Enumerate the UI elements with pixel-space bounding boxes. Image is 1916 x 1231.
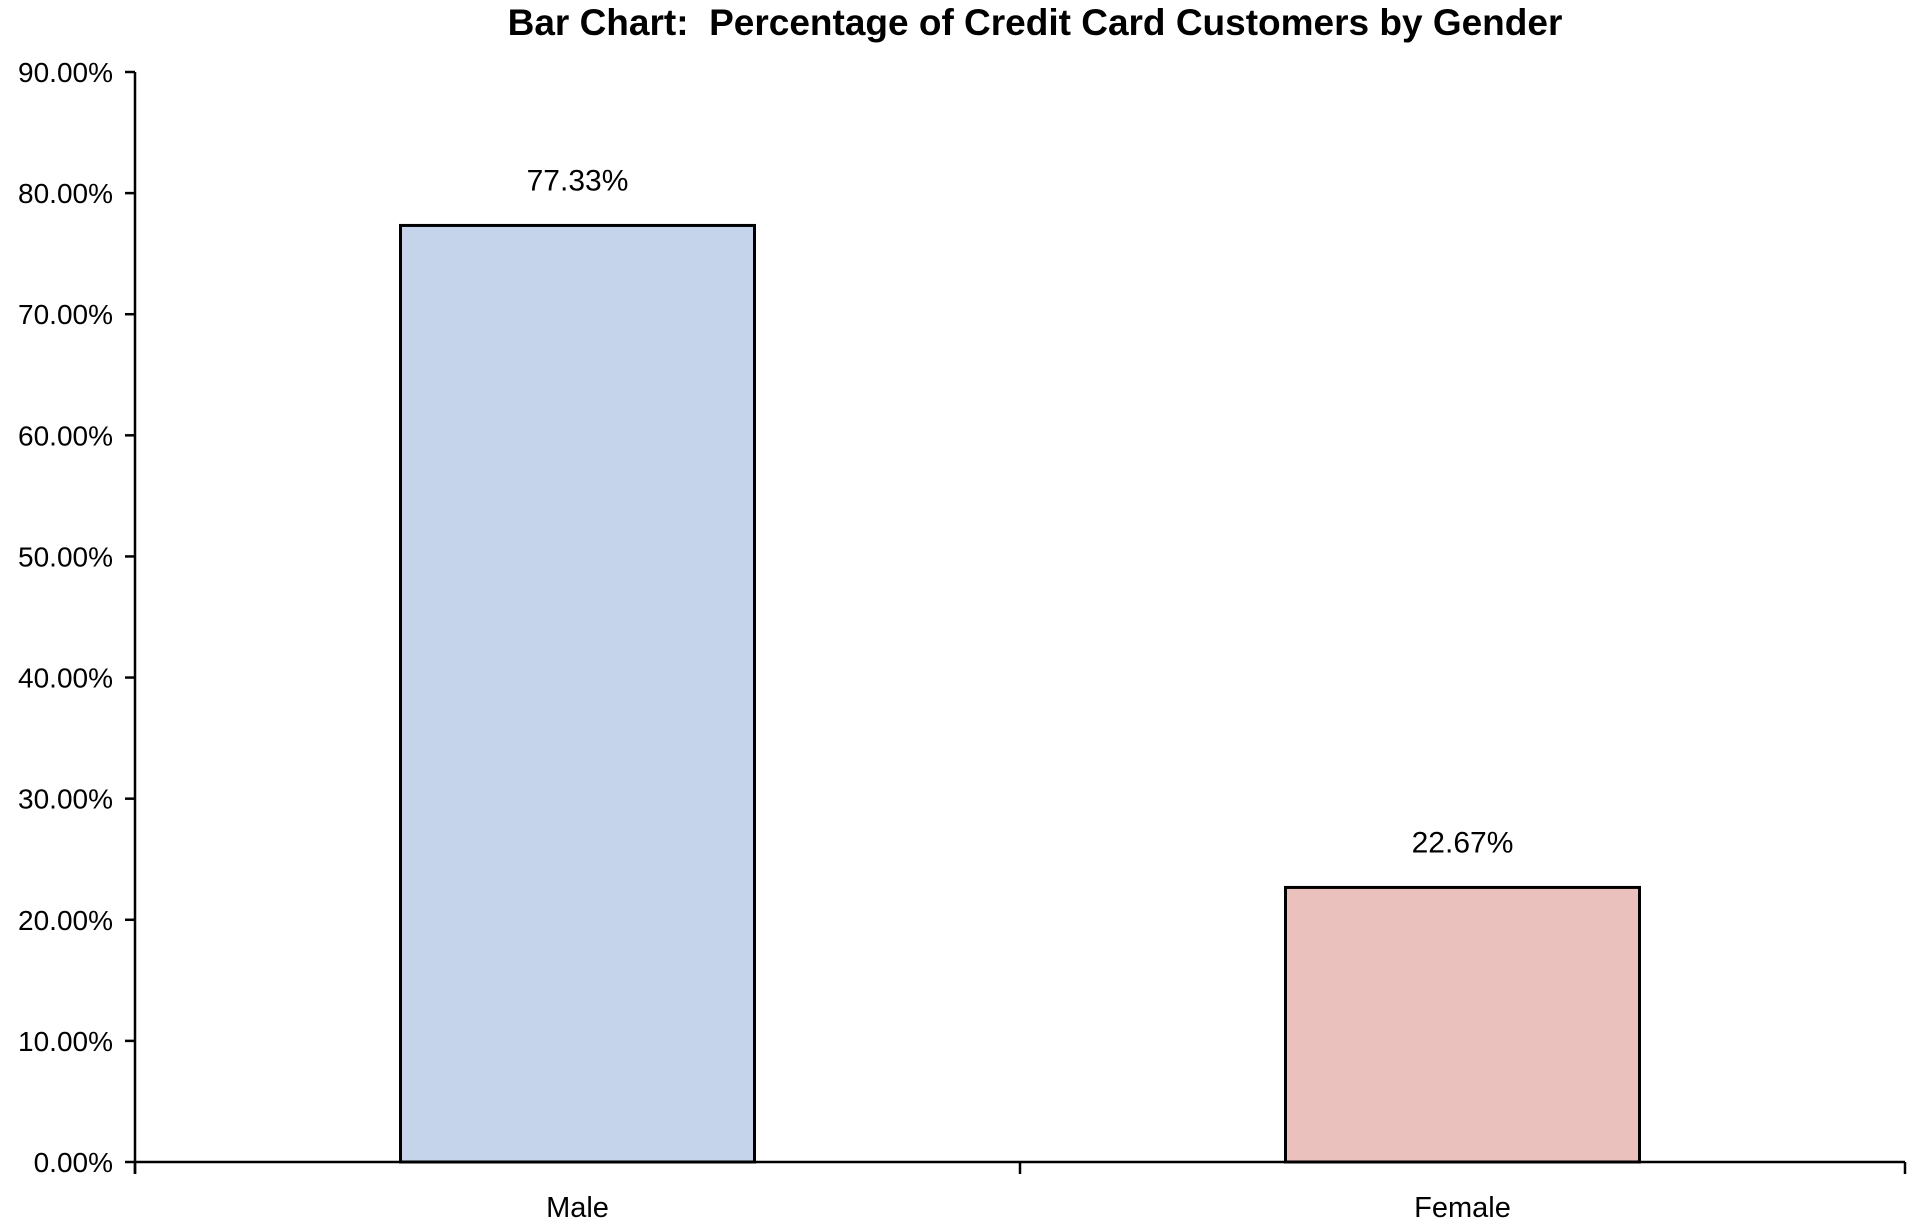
y-tick-label: 10.00%	[18, 1026, 113, 1057]
chart-title: Bar Chart: Percentage of Credit Card Cus…	[508, 2, 1563, 43]
y-tick-label: 90.00%	[18, 57, 113, 88]
labels: 0.00% 10.00% 20.00% 30.00% 40.00% 50.00% 60.00…	[18, 57, 1513, 1224]
x-category-label: Male	[546, 1192, 609, 1224]
y-tick-label: 40.00%	[18, 663, 113, 694]
y-tick-label: 60.00%	[18, 420, 113, 451]
y-tick-label: 50.00%	[18, 541, 113, 572]
y-tick-label: 30.00%	[18, 784, 113, 815]
bar-female	[1284, 885, 1641, 1164]
bar-male	[399, 223, 756, 1164]
data-label: 77.33%	[527, 164, 629, 197]
data-label: 22.67%	[1412, 826, 1514, 859]
bars	[399, 223, 1641, 1164]
y-tick-label: 20.00%	[18, 905, 113, 936]
y-tick-label: 0.00%	[34, 1147, 113, 1178]
y-tick-label: 80.00%	[18, 178, 113, 209]
x-category-label: Female	[1414, 1192, 1511, 1224]
y-tick-label: 70.00%	[18, 299, 113, 330]
